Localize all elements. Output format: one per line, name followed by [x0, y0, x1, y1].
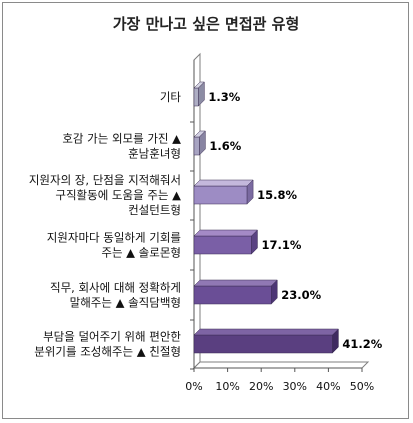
bar-side	[271, 279, 278, 305]
bar	[193, 179, 254, 205]
bar-front	[193, 87, 199, 107]
category-label: 지원자의 장, 단점을 지적해줘서	[29, 173, 181, 187]
category-label: 기타	[160, 90, 182, 104]
category-label: 분위기를 조성해주는 ▲ 친절형	[34, 345, 181, 359]
data-label: 17.1%	[261, 238, 301, 252]
category-label: 지원자마다 동일하게 기회를	[47, 231, 181, 245]
floor	[192, 361, 370, 369]
bar-top	[193, 279, 278, 287]
bar-side	[198, 81, 205, 107]
data-label: 23.0%	[281, 288, 321, 302]
x-tick-label: 10%	[215, 380, 239, 393]
category-label: 주는 ▲ 솔로몬형	[101, 246, 181, 260]
bar-top	[193, 229, 259, 237]
bar-side	[332, 328, 339, 354]
x-tick-label: 20%	[249, 380, 273, 393]
data-label: 41.2%	[342, 337, 382, 351]
category-label: 호감 가는 외모를 가진 ▲	[62, 132, 181, 146]
bar	[193, 328, 340, 354]
bar-top	[193, 328, 340, 336]
bar-front	[193, 136, 200, 156]
bar-top	[193, 179, 254, 187]
x-tick-label: 30%	[283, 380, 307, 393]
category-label: 훈남훈녀형	[128, 147, 181, 161]
category-label: 컨설턴트형	[128, 203, 181, 217]
category-label: 구직활동에 도움을 주는 ▲	[55, 188, 181, 202]
bar	[193, 81, 205, 107]
bar-front	[193, 185, 248, 205]
bar-side	[251, 229, 258, 255]
bar	[193, 229, 259, 255]
data-label: 15.8%	[257, 188, 297, 202]
category-label: 부담을 덜어주기 위해 편안한	[43, 330, 181, 344]
x-tick-label: 40%	[316, 380, 340, 393]
bar-front	[193, 334, 333, 354]
category-label: 직무, 회사에 대해 정확하게	[50, 281, 181, 295]
data-label: 1.3%	[208, 90, 240, 104]
bar-side	[246, 179, 254, 205]
bar-front	[193, 285, 272, 305]
data-label: 1.6%	[209, 139, 241, 153]
category-label: 말해주는 ▲ 솔직담백형	[70, 296, 181, 310]
bar	[193, 279, 278, 305]
bar-side	[199, 130, 206, 156]
x-tick-label: 0%	[185, 380, 202, 393]
bar-front	[193, 235, 252, 255]
bar	[193, 130, 206, 156]
chart-title: 가장 만나고 싶은 면접관 유형	[113, 15, 300, 33]
x-tick-label: 50%	[350, 380, 374, 393]
